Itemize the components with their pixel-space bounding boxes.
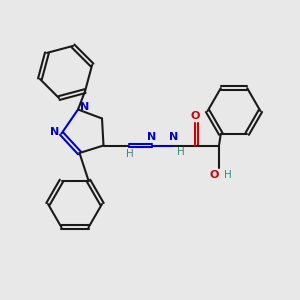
Text: H: H <box>126 149 134 160</box>
Text: N: N <box>169 132 178 142</box>
Text: H: H <box>224 169 231 180</box>
Text: O: O <box>209 169 219 180</box>
Text: N: N <box>80 102 89 112</box>
Text: N: N <box>147 132 156 142</box>
Text: N: N <box>50 127 59 137</box>
Text: H: H <box>177 147 184 157</box>
Text: O: O <box>190 111 200 122</box>
